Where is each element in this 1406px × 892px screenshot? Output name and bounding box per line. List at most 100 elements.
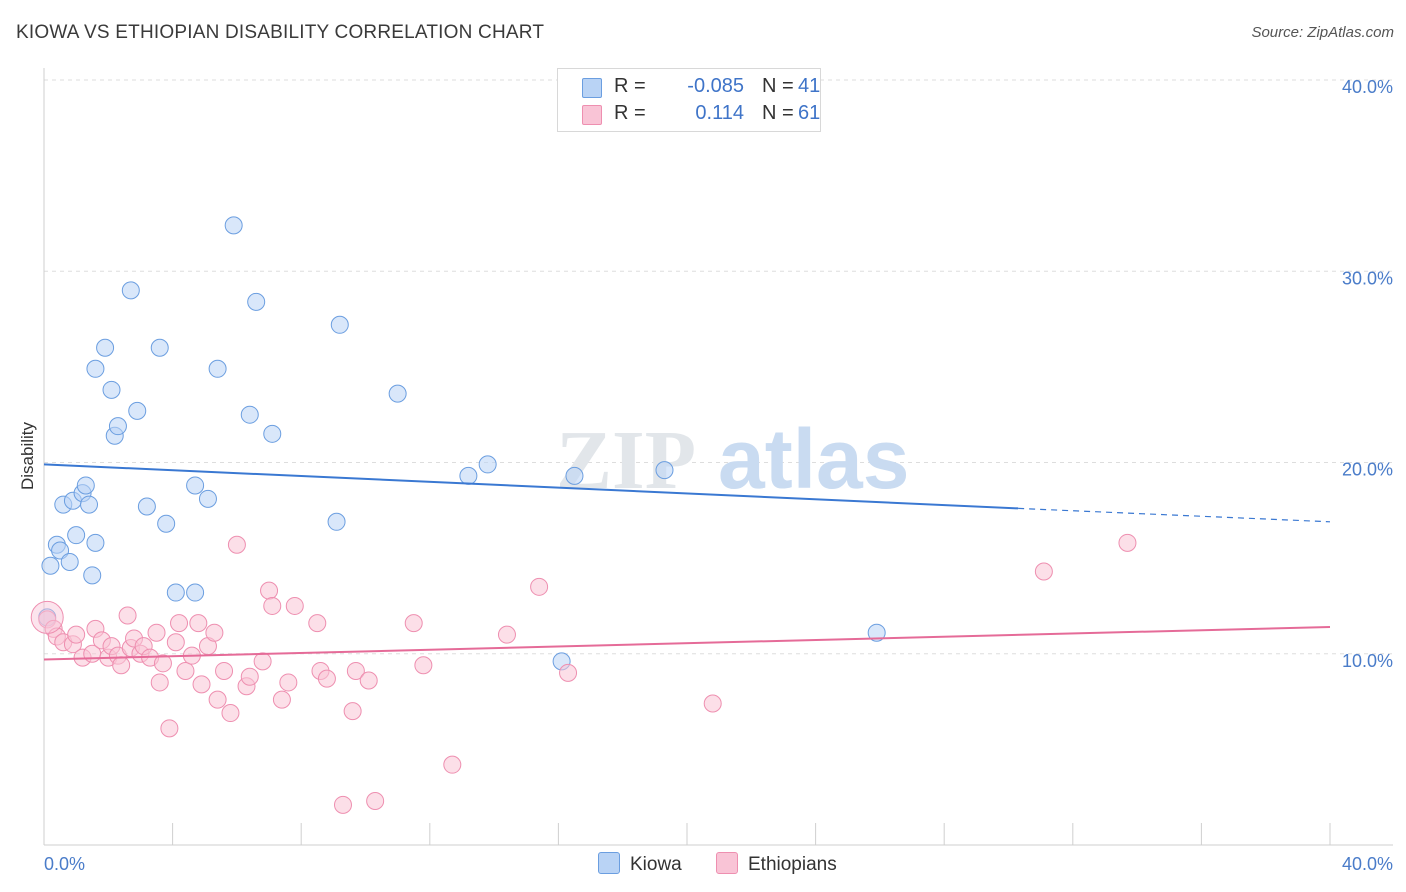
ethiopians-point xyxy=(176,661,195,680)
kiowa-point xyxy=(83,566,102,585)
y-tick-label: 30.0% xyxy=(1342,268,1393,288)
legend-r-value: 0.114 xyxy=(695,102,744,124)
ethiopians-point xyxy=(703,694,722,713)
kiowa-point xyxy=(263,424,282,443)
gridlines xyxy=(44,79,1393,655)
kiowa-point xyxy=(327,512,346,531)
legend-n-label: N = xyxy=(762,102,794,124)
y-tick-labels: 10.0% 20.0% 30.0% 40.0% xyxy=(1342,77,1393,671)
watermark-atlas: atlas xyxy=(718,412,909,506)
kiowa-point xyxy=(224,216,243,235)
trend-lines xyxy=(43,463,1331,661)
kiowa-point xyxy=(247,292,266,311)
ethiopians-point xyxy=(559,663,578,682)
kiowa-point xyxy=(121,281,140,300)
ethiopians-point xyxy=(285,596,304,615)
ethiopians-point xyxy=(189,614,208,633)
kiowa-point xyxy=(96,338,115,357)
kiowa-point xyxy=(330,315,349,334)
legend-r-value: -0.085 xyxy=(687,75,744,97)
ethiopians-point xyxy=(366,792,385,811)
legend-n-label: N = xyxy=(762,75,794,97)
ethiopians-point xyxy=(112,656,131,675)
kiowa-point xyxy=(60,552,79,571)
stats-legend: R = -0.085 N = 41 R = 0.114 N = 61 xyxy=(557,68,821,132)
kiowa-point xyxy=(67,526,86,545)
kiowa-point xyxy=(137,497,156,516)
legend-r-label: R = xyxy=(614,75,646,97)
ethiopians-point xyxy=(118,606,137,625)
ethiopians-point xyxy=(346,661,365,680)
axes xyxy=(43,68,1393,846)
ethiopians-point xyxy=(147,623,166,642)
ethiopians-point xyxy=(150,673,169,692)
ethiopians-trend-line xyxy=(43,625,1331,661)
kiowa-point xyxy=(86,359,105,378)
kiowa-point xyxy=(166,583,185,602)
kiowa-point xyxy=(51,541,70,560)
ethiopians-point xyxy=(414,656,433,675)
ethiopians-point xyxy=(497,625,516,644)
kiowa-point xyxy=(108,417,127,436)
bottom-legend-label-kiowa: Kiowa xyxy=(630,854,682,875)
ethiopians-point xyxy=(530,577,549,596)
kiowa-point xyxy=(102,380,121,399)
source-label: Source: ZipAtlas.com xyxy=(1251,24,1394,41)
y-tick-label: 20.0% xyxy=(1342,460,1393,480)
kiowa-point xyxy=(198,489,217,508)
kiowa-point xyxy=(478,455,497,474)
ethiopians-point xyxy=(160,719,179,738)
kiowa-point xyxy=(186,583,205,602)
legend-swatch-kiowa xyxy=(582,78,602,98)
ethiopians-point xyxy=(253,652,272,671)
ethiopians-point xyxy=(166,633,185,652)
watermark: ZIP atlas xyxy=(556,412,909,507)
kiowa-point xyxy=(208,359,227,378)
ethiopians-point xyxy=(404,614,423,633)
kiowa-point xyxy=(128,401,147,420)
y-axis-label: Disability xyxy=(18,421,37,490)
ethiopians-point xyxy=(308,614,327,633)
bottom-legend-swatch-kiowa xyxy=(598,852,620,874)
kiowa-trend-extension xyxy=(1018,507,1331,523)
ethiopians-point xyxy=(208,690,227,709)
ethiopians-point xyxy=(260,581,279,600)
kiowa-point xyxy=(867,623,886,642)
kiowa-point xyxy=(655,461,674,480)
kiowa-point xyxy=(186,476,205,495)
legend-swatch-ethiopians xyxy=(582,105,602,125)
kiowa-point xyxy=(76,476,95,495)
ethiopians-point xyxy=(227,535,246,554)
kiowa-point xyxy=(459,466,478,485)
ethiopians-point xyxy=(1118,533,1137,552)
x-ticks xyxy=(43,823,1331,845)
ethiopians-point xyxy=(205,623,224,642)
legend-n-value: 41 xyxy=(798,75,821,97)
x-tick-label-min: 0.0% xyxy=(44,854,85,874)
ethiopians-point xyxy=(263,596,282,615)
ethiopians-point xyxy=(1034,562,1053,581)
series-ethiopians-points xyxy=(30,533,1137,814)
bottom-legend-ethiopians: Ethiopians xyxy=(716,852,837,876)
kiowa-point xyxy=(80,495,99,514)
ethiopians-point xyxy=(279,673,298,692)
bottom-legend-kiowa: Kiowa xyxy=(598,852,682,876)
ethiopians-point xyxy=(192,675,211,694)
kiowa-point xyxy=(240,405,259,424)
bottom-legend-label-ethiopians: Ethiopians xyxy=(748,854,837,875)
kiowa-point xyxy=(41,556,60,575)
y-tick-label: 40.0% xyxy=(1342,77,1393,97)
ethiopians-point xyxy=(153,654,172,673)
ethiopians-point xyxy=(170,614,189,633)
kiowa-trend-line xyxy=(43,463,1019,510)
kiowa-point xyxy=(86,533,105,552)
legend-n-value: 61 xyxy=(798,102,821,124)
bottom-legend-swatch-ethiopians xyxy=(716,852,738,874)
ethiopians-point xyxy=(343,702,362,721)
ethiopians-point xyxy=(333,795,352,814)
ethiopians-point xyxy=(221,704,240,723)
ethiopians-point xyxy=(272,690,291,709)
ethiopians-point xyxy=(317,669,336,688)
ethiopians-point xyxy=(359,671,378,690)
